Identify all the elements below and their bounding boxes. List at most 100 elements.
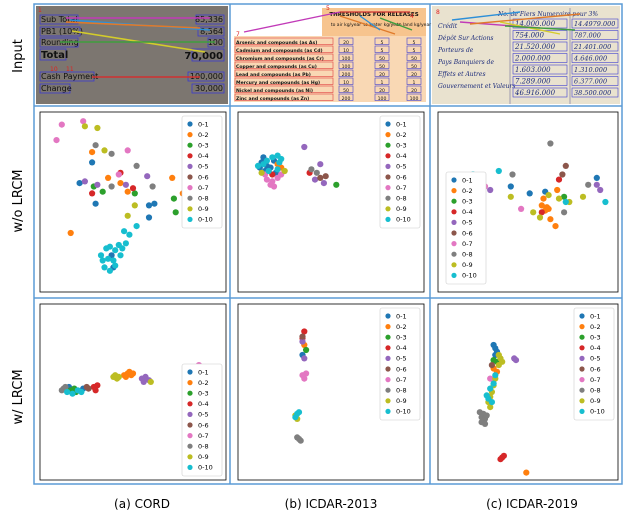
legend-marker-0-8 [451, 251, 457, 257]
legend-marker-0-2 [451, 188, 457, 194]
legend-marker-0-6 [579, 366, 585, 372]
scatter-point-0-7 [124, 147, 131, 154]
legend-label: 0-7 [590, 376, 601, 384]
legend-marker-0-1 [385, 121, 391, 127]
scatter-point-0-1 [76, 180, 83, 187]
ledger-value: 1.310.000 [574, 66, 607, 74]
scatter-point-0-9 [258, 169, 265, 176]
legend-marker-0-7 [187, 185, 193, 191]
table-row: Arsenic and compounds (as As) 20 5 5 [234, 37, 422, 46]
table-cell-value: 20 [379, 88, 385, 94]
scatter-panel-icdar2019-with-lrcm: 0-1 0-2 0-3 0-4 0-5 0-6 0-7 0-8 0-9 0-10 [437, 303, 619, 481]
scatter-point-0-7 [53, 137, 60, 144]
legend-label: 0-1 [462, 176, 473, 184]
scatter-point-0-6 [322, 173, 329, 180]
legend-marker-0-5 [451, 219, 457, 225]
legend-marker-0-10 [385, 408, 391, 414]
legend-marker-0-9 [451, 262, 457, 268]
legend-label: 0-9 [396, 397, 407, 405]
scatter-point-0-10 [495, 167, 502, 175]
scatter-point-0-10 [488, 399, 495, 406]
scatter-point-0-10 [490, 380, 497, 387]
panel-grid-frame [33, 3, 623, 485]
icdar2019-ledger-image: No. de Fiers Numeraire pour 3% Crédit Dép… [432, 6, 620, 104]
legend-marker-0-4 [187, 401, 193, 407]
scatter-point-0-8 [62, 383, 69, 391]
svg-text:8: 8 [436, 9, 440, 16]
ledger-value: 6.377.000 [574, 78, 607, 86]
relation-lines [243, 11, 413, 35]
scatter-point-0-10 [99, 257, 106, 264]
legend: 0-1 0-2 0-3 0-4 0-5 0-6 0-7 0-8 0-9 0-10 [379, 115, 421, 229]
legend-label: 0-10 [396, 408, 411, 416]
scatter-point-0-7 [518, 205, 525, 212]
scatter-point-0-9 [536, 214, 544, 221]
legend-label: 0-2 [396, 323, 407, 331]
legend-label: 0-5 [590, 355, 601, 363]
scatter-panel-cord-without-lrcm: 0-1 0-2 0-3 0-4 0-5 0-6 0-7 0-8 0-9 0-10 [39, 111, 227, 293]
scatter-point-0-8 [547, 140, 554, 147]
scatter-point-0-6 [562, 162, 569, 169]
table-cell-name: Lead and compounds (as Pb) [236, 72, 311, 78]
table-cell-name: Chromium and compounds (as Cr) [236, 56, 324, 62]
scatter-point-0-10 [69, 390, 76, 397]
table-cell-value: 50 [411, 64, 417, 70]
receipt-row: Total 70,000 [39, 48, 225, 62]
scatter-point-0-10 [265, 167, 272, 175]
scatter-point-0-6 [317, 174, 324, 181]
table-cell-value: 5 [381, 48, 384, 54]
table-cell-value: 100 [378, 96, 387, 102]
legend-label: 0-3 [590, 334, 601, 342]
scatter-point-0-10 [487, 385, 494, 392]
scatter-point-0-10 [269, 154, 276, 161]
table-cell-value: 50 [379, 64, 385, 70]
scatter-point-0-4 [538, 209, 545, 216]
scatter-point-0-5 [512, 357, 520, 364]
legend-marker-0-1 [187, 121, 193, 127]
table-row: Zinc and compounds (as Zn) 200 100 100 [234, 93, 422, 102]
legend-label: 0-10 [396, 216, 411, 224]
legend-marker-0-4 [187, 153, 193, 159]
scatter-point-0-4 [89, 190, 96, 197]
scatter-point-0-9 [530, 209, 537, 216]
scatter-point-0-1 [151, 200, 158, 207]
scatter-point-0-9 [487, 404, 494, 411]
receipt-label: Rounding [41, 38, 79, 47]
legend-marker-0-7 [385, 185, 391, 191]
legend-marker-0-5 [385, 163, 391, 169]
legend-marker-0-7 [187, 433, 193, 439]
svg-text:1: 1 [38, 7, 42, 14]
scatter-point-0-9 [147, 378, 154, 385]
table-cell-value: 10 [343, 48, 349, 54]
table-row: Mercury and compounds (as Hg) 10 1 1 [234, 77, 422, 86]
scatter-point-0-9 [579, 193, 587, 200]
scatter-point-0-7 [115, 171, 122, 178]
legend-marker-0-2 [579, 324, 585, 330]
scatter-point-0-3 [561, 193, 568, 200]
scatter-point-0-10 [64, 388, 71, 396]
legend: 0-1 0-2 0-3 0-4 0-5 0-6 0-7 0-8 0-9 0-10 [379, 307, 421, 421]
svg-text:7: 7 [236, 31, 240, 38]
scatter-point-0-5 [487, 186, 494, 194]
table-cell-name: Cadmium and compounds (as Cd) [236, 48, 323, 54]
legend-marker-0-4 [385, 153, 391, 159]
scatter-point-0-10 [101, 264, 108, 271]
scatter-point-0-8 [92, 142, 99, 149]
scatter-point-0-8 [476, 409, 483, 416]
legend-label: 0-4 [396, 344, 407, 352]
table-cell-name: Nickel and compounds (as Ni) [236, 88, 313, 94]
legend-label: 0-2 [396, 131, 407, 139]
ledger-text: Porteurs de [437, 47, 474, 54]
receipt-label: Total [41, 50, 68, 61]
ledger-value: 7.289.000 [515, 78, 551, 86]
table-row: Nickel and compounds (as Ni) 50 20 20 [234, 85, 422, 94]
scatter-point-0-10 [274, 166, 281, 173]
ledger-text: Crédit [438, 23, 458, 30]
receipt-value: 100 [208, 38, 223, 47]
legend-label: 0-3 [462, 198, 473, 206]
scatter-point-0-8 [308, 166, 315, 173]
legend-marker-0-10 [385, 216, 391, 222]
legend-label: 0-4 [590, 344, 601, 352]
scatter-point-0-8 [295, 435, 303, 443]
